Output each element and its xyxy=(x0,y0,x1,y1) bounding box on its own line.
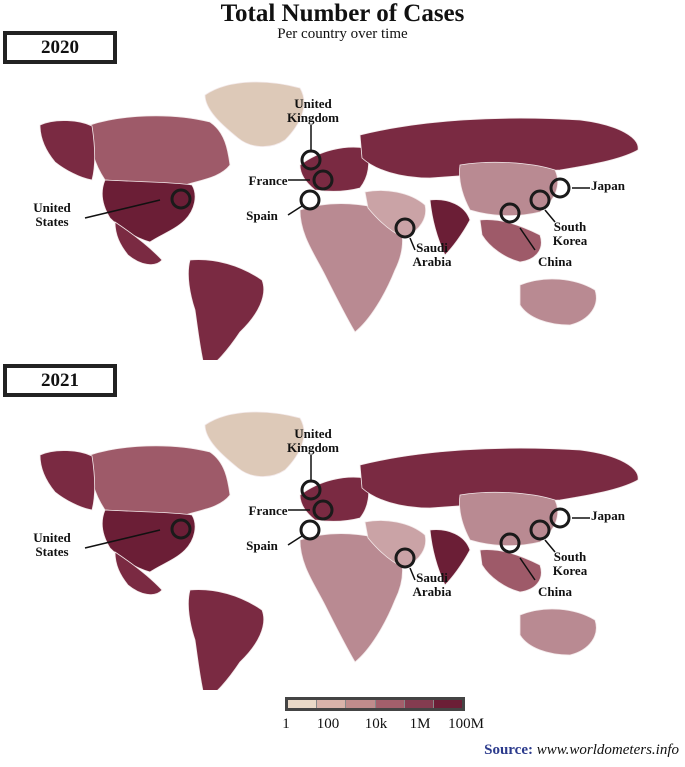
region-middle-east xyxy=(364,190,427,239)
legend-swatch xyxy=(404,700,434,708)
region-australia xyxy=(519,608,597,656)
country-marker-circle xyxy=(300,149,322,171)
year-label-2021: 2021 xyxy=(3,364,117,397)
country-marker-circle xyxy=(499,202,521,224)
legend-swatch xyxy=(433,700,463,708)
region-india xyxy=(429,199,471,256)
region-mexico xyxy=(114,221,163,265)
region-russia xyxy=(359,117,639,179)
legend-swatch xyxy=(288,700,318,708)
region-china xyxy=(459,161,559,217)
country-marker-circle xyxy=(394,217,416,239)
legend-tick: 100 xyxy=(316,716,340,732)
country-marker-circle xyxy=(170,188,192,210)
label-united-kingdom: United Kingdom xyxy=(287,426,339,455)
label-china: China xyxy=(538,254,572,269)
country-marker-circle xyxy=(312,169,334,191)
country-marker-circle xyxy=(529,519,551,541)
legend-swatch xyxy=(375,700,405,708)
legend-tick-labels: 1 100 10k 1M 100M xyxy=(270,716,490,734)
label-china: China xyxy=(538,584,572,599)
country-marker-circle xyxy=(312,499,334,521)
pointer-arrow xyxy=(519,557,536,581)
legend-tick: 1M xyxy=(409,716,431,732)
label-japan: Japan xyxy=(591,508,626,523)
region-se-asia xyxy=(479,549,542,593)
region-australia xyxy=(519,278,597,326)
pointer-arrow xyxy=(519,227,536,251)
label-united-states: United States xyxy=(33,530,71,559)
region-mexico xyxy=(114,551,163,595)
legend-tick: 1 xyxy=(282,716,290,732)
world-map-2021: United States United Kingdom France Spain Saud… xyxy=(33,411,639,690)
pointer-arrow xyxy=(409,237,416,251)
label-south-korea: South Korea xyxy=(553,219,588,248)
pointer-arrow xyxy=(287,205,303,216)
country-marker-circle xyxy=(299,189,321,211)
country-marker-circle xyxy=(549,177,571,199)
country-marker-circle xyxy=(529,189,551,211)
pointer-arrow xyxy=(544,539,556,553)
label-united-kingdom: United Kingdom xyxy=(287,96,339,125)
region-china xyxy=(459,491,559,547)
label-south-korea: South Korea xyxy=(553,549,588,578)
country-marker-circle xyxy=(170,518,192,540)
country-marker-circle xyxy=(300,479,322,501)
country-marker-circle xyxy=(299,519,321,541)
region-europe xyxy=(299,476,370,522)
region-alaska xyxy=(39,120,96,181)
region-alaska xyxy=(39,450,96,511)
year-label-2020: 2020 xyxy=(3,31,117,64)
legend-tick: 10k xyxy=(364,716,388,732)
country-marker-circle xyxy=(549,507,571,529)
pointer-arrow xyxy=(84,529,161,549)
country-marker-circle xyxy=(499,532,521,554)
label-spain: Spain xyxy=(246,208,279,223)
region-greenland xyxy=(204,411,305,477)
legend-swatch xyxy=(346,700,376,708)
label-spain: Spain xyxy=(246,538,279,553)
country-marker-circle xyxy=(394,547,416,569)
source-credit: Source: www.worldometers.info xyxy=(484,742,679,759)
label-japan: Japan xyxy=(591,178,626,193)
legend-swatch xyxy=(317,700,347,708)
source-url: www.worldometers.info xyxy=(536,742,679,758)
world-map-2020: United States United Kingdom France Spain Saud… xyxy=(33,81,639,360)
pointer-arrow xyxy=(84,199,161,219)
region-se-asia xyxy=(479,219,542,263)
map-subtitle: Per country over time xyxy=(277,26,408,42)
region-india xyxy=(429,529,471,586)
source-label: Source: xyxy=(484,742,533,758)
region-greenland xyxy=(204,81,305,147)
label-saudi-arabia: Saudi Arabia xyxy=(413,240,453,269)
region-south-america xyxy=(187,259,265,360)
legend-color-bar xyxy=(285,697,465,711)
region-canada xyxy=(89,115,231,186)
legend-tick: 100M xyxy=(448,716,484,732)
label-france: France xyxy=(249,503,288,518)
region-russia xyxy=(359,447,639,509)
label-france: France xyxy=(249,173,288,188)
label-saudi-arabia: Saudi Arabia xyxy=(413,570,453,599)
pointer-arrow xyxy=(409,567,416,581)
region-middle-east xyxy=(364,520,427,569)
pointer-arrow xyxy=(544,209,556,223)
pointer-arrow xyxy=(287,535,303,546)
region-europe xyxy=(299,146,370,192)
label-united-states: United States xyxy=(33,200,71,229)
region-south-america xyxy=(187,589,265,690)
map-title: Total Number of Cases xyxy=(220,0,465,27)
region-canada xyxy=(89,445,231,516)
